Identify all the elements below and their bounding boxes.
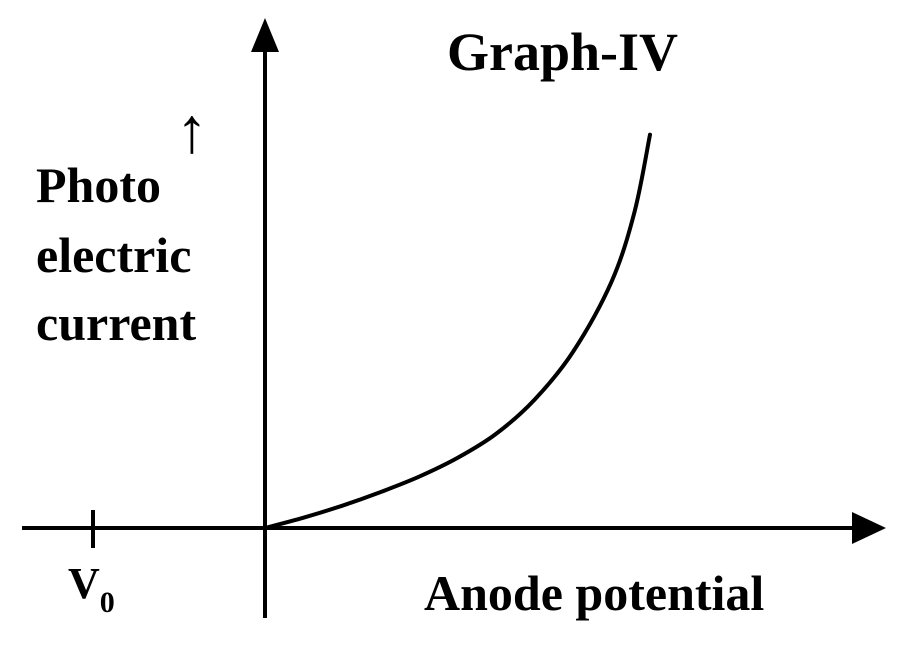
x-axis-arrowhead	[852, 512, 886, 544]
x-axis-label: Anode potential	[424, 565, 764, 621]
y-axis-arrowhead	[251, 18, 279, 52]
v0-symbol: V	[68, 559, 100, 608]
y-label-arrow: ↑	[176, 95, 208, 166]
chart-title: Graph-IV	[447, 22, 678, 82]
v0-subscript: 0	[100, 586, 115, 619]
y-label-line-1: Photo	[36, 157, 161, 213]
y-label-line-3: current	[36, 295, 196, 351]
photocurrent-curve	[263, 132, 652, 530]
v0-tick-label: V0	[68, 559, 115, 619]
series-layer	[263, 132, 652, 530]
y-label-line-2: electric	[36, 227, 191, 283]
